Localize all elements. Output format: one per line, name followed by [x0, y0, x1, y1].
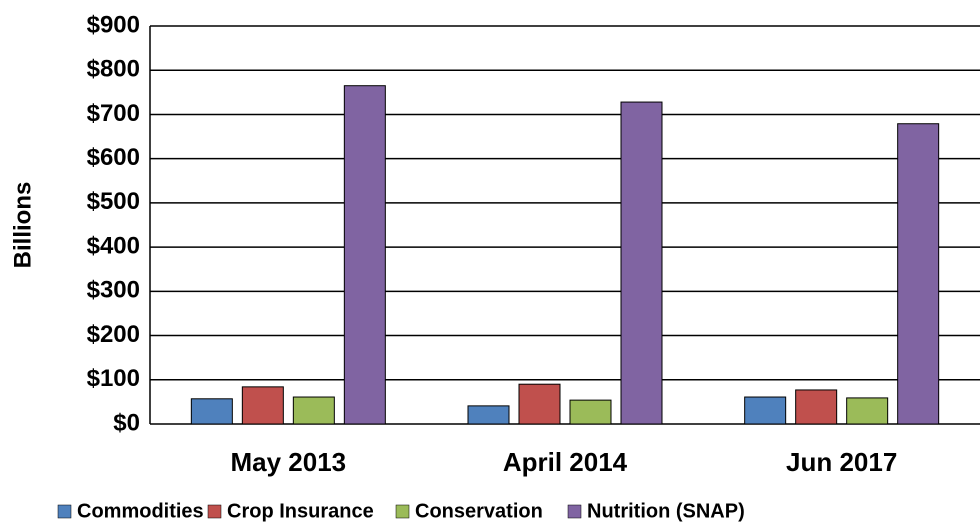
- y-axis-label: Billions: [9, 182, 36, 269]
- legend-swatch: [207, 504, 222, 519]
- x-tick-label: Jun 2017: [786, 447, 897, 477]
- bar: [569, 399, 612, 425]
- bar: [620, 101, 663, 425]
- legend-label: Conservation: [415, 500, 543, 522]
- y-tick-label: $300: [87, 277, 140, 304]
- y-tick-label: $900: [87, 11, 140, 38]
- y-tick-label: $0: [113, 409, 140, 436]
- x-tick-label: May 2013: [231, 447, 347, 477]
- y-tick-label: $500: [87, 188, 140, 215]
- y-tick-label: $800: [87, 56, 140, 83]
- y-tick-label: $700: [87, 100, 140, 127]
- bar: [190, 398, 233, 425]
- bar: [518, 383, 561, 425]
- bar: [846, 397, 889, 425]
- y-tick-label: $200: [87, 321, 140, 348]
- legend-label: Crop Insurance: [227, 500, 374, 522]
- y-tick-label: $400: [87, 232, 140, 259]
- bar: [744, 396, 787, 425]
- legend-swatch: [395, 504, 410, 519]
- y-tick-label: $100: [87, 365, 140, 392]
- bar: [343, 85, 386, 425]
- bar: [467, 405, 510, 425]
- y-tick-label: $600: [87, 144, 140, 171]
- legend-label: Nutrition (SNAP): [587, 500, 745, 522]
- legend-swatch: [57, 504, 72, 519]
- x-tick-label: April 2014: [503, 447, 628, 477]
- bar: [241, 386, 284, 425]
- bar: [897, 123, 940, 425]
- bar: [795, 389, 838, 425]
- legend-swatch: [567, 504, 582, 519]
- bar: [292, 396, 335, 425]
- legend-label: Commodities: [77, 500, 204, 522]
